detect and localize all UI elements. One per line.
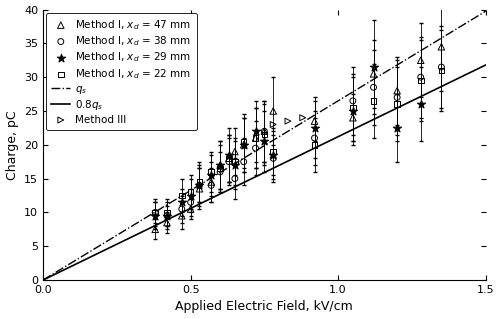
Method I, $x_d$ = 38 mm [370, 85, 378, 90]
Method III [284, 119, 292, 124]
Method I, $x_d$ = 47 mm [240, 142, 248, 147]
X-axis label: Applied Electric Field, kV/cm: Applied Electric Field, kV/cm [176, 300, 353, 314]
Method I, $x_d$ = 22 mm [216, 166, 224, 171]
Method I, $x_d$ = 47 mm [208, 179, 216, 184]
Method I, $x_d$ = 38 mm [151, 210, 159, 215]
Method I, $x_d$ = 22 mm [310, 142, 318, 147]
Method I, $x_d$ = 38 mm [208, 183, 216, 188]
Method I, $x_d$ = 47 mm [349, 115, 357, 120]
Method I, $x_d$ = 29 mm [260, 139, 268, 144]
Method I, $x_d$ = 47 mm [186, 206, 194, 211]
Method I, $x_d$ = 38 mm [349, 98, 357, 103]
Method I, $x_d$ = 22 mm [240, 139, 248, 144]
Method I, $x_d$ = 38 mm [310, 136, 318, 141]
Method I, $x_d$ = 29 mm [178, 200, 186, 205]
Method III [298, 115, 306, 120]
Method I, $x_d$ = 29 mm [163, 213, 171, 218]
Method I, $x_d$ = 29 mm [196, 183, 203, 188]
Method I, $x_d$ = 38 mm [178, 206, 186, 211]
Method I, $x_d$ = 22 mm [438, 68, 446, 73]
Method I, $x_d$ = 22 mm [393, 102, 401, 107]
Method I, $x_d$ = 47 mm [216, 162, 224, 167]
Method I, $x_d$ = 38 mm [269, 156, 277, 161]
Method I, $x_d$ = 38 mm [196, 183, 203, 188]
Method I, $x_d$ = 22 mm [225, 156, 233, 161]
Method I, $x_d$ = 29 mm [393, 125, 401, 130]
Method III [269, 122, 277, 127]
Method I, $x_d$ = 47 mm [252, 136, 260, 141]
Method I, $x_d$ = 29 mm [252, 129, 260, 134]
Method I, $x_d$ = 47 mm [416, 58, 424, 63]
Method I, $x_d$ = 47 mm [151, 227, 159, 232]
Method I, $x_d$ = 22 mm [186, 189, 194, 195]
Method I, $x_d$ = 29 mm [269, 152, 277, 158]
Method I, $x_d$ = 29 mm [310, 125, 318, 130]
Method I, $x_d$ = 47 mm [370, 71, 378, 76]
Method I, $x_d$ = 38 mm [416, 75, 424, 80]
Method I, $x_d$ = 47 mm [178, 213, 186, 218]
Method I, $x_d$ = 29 mm [216, 162, 224, 167]
Method I, $x_d$ = 22 mm [178, 193, 186, 198]
Method I, $x_d$ = 29 mm [225, 152, 233, 158]
Method I, $x_d$ = 29 mm [151, 213, 159, 218]
Method I, $x_d$ = 22 mm [231, 159, 239, 164]
Method I, $x_d$ = 47 mm [196, 186, 203, 191]
Method I, $x_d$ = 47 mm [231, 149, 239, 154]
Y-axis label: Charge, pC: Charge, pC [6, 110, 18, 180]
Method I, $x_d$ = 47 mm [438, 44, 446, 49]
Method I, $x_d$ = 47 mm [310, 119, 318, 124]
Method I, $x_d$ = 22 mm [208, 169, 216, 174]
Method I, $x_d$ = 22 mm [269, 149, 277, 154]
Method I, $x_d$ = 29 mm [349, 108, 357, 114]
Method I, $x_d$ = 22 mm [151, 210, 159, 215]
Method I, $x_d$ = 38 mm [252, 145, 260, 151]
Method I, $x_d$ = 29 mm [186, 193, 194, 198]
Method I, $x_d$ = 22 mm [252, 136, 260, 141]
Method I, $x_d$ = 47 mm [393, 88, 401, 93]
Legend: Method I, $x_d$ = 47 mm, Method I, $x_d$ = 38 mm, Method I, $x_d$ = 29 mm, Metho: Method I, $x_d$ = 47 mm, Method I, $x_d$… [46, 13, 197, 130]
Method I, $x_d$ = 29 mm [240, 142, 248, 147]
Method I, $x_d$ = 38 mm [163, 213, 171, 218]
Method I, $x_d$ = 29 mm [208, 173, 216, 178]
Method I, $x_d$ = 29 mm [231, 162, 239, 167]
Method I, $x_d$ = 47 mm [269, 108, 277, 114]
Method I, $x_d$ = 22 mm [370, 98, 378, 103]
Method I, $x_d$ = 38 mm [393, 95, 401, 100]
Method I, $x_d$ = 22 mm [163, 210, 171, 215]
Method I, $x_d$ = 38 mm [260, 129, 268, 134]
Method I, $x_d$ = 22 mm [260, 132, 268, 137]
Method I, $x_d$ = 38 mm [216, 169, 224, 174]
Method I, $x_d$ = 22 mm [416, 78, 424, 83]
Method I, $x_d$ = 22 mm [196, 179, 203, 184]
Method I, $x_d$ = 38 mm [186, 200, 194, 205]
Method I, $x_d$ = 38 mm [225, 159, 233, 164]
Method I, $x_d$ = 38 mm [438, 64, 446, 70]
Method I, $x_d$ = 47 mm [225, 156, 233, 161]
Method I, $x_d$ = 22 mm [349, 105, 357, 110]
Method I, $x_d$ = 47 mm [260, 129, 268, 134]
Method I, $x_d$ = 47 mm [163, 220, 171, 225]
Method I, $x_d$ = 38 mm [240, 159, 248, 164]
Method I, $x_d$ = 38 mm [231, 176, 239, 181]
Method I, $x_d$ = 29 mm [416, 102, 424, 107]
Method I, $x_d$ = 29 mm [370, 64, 378, 70]
